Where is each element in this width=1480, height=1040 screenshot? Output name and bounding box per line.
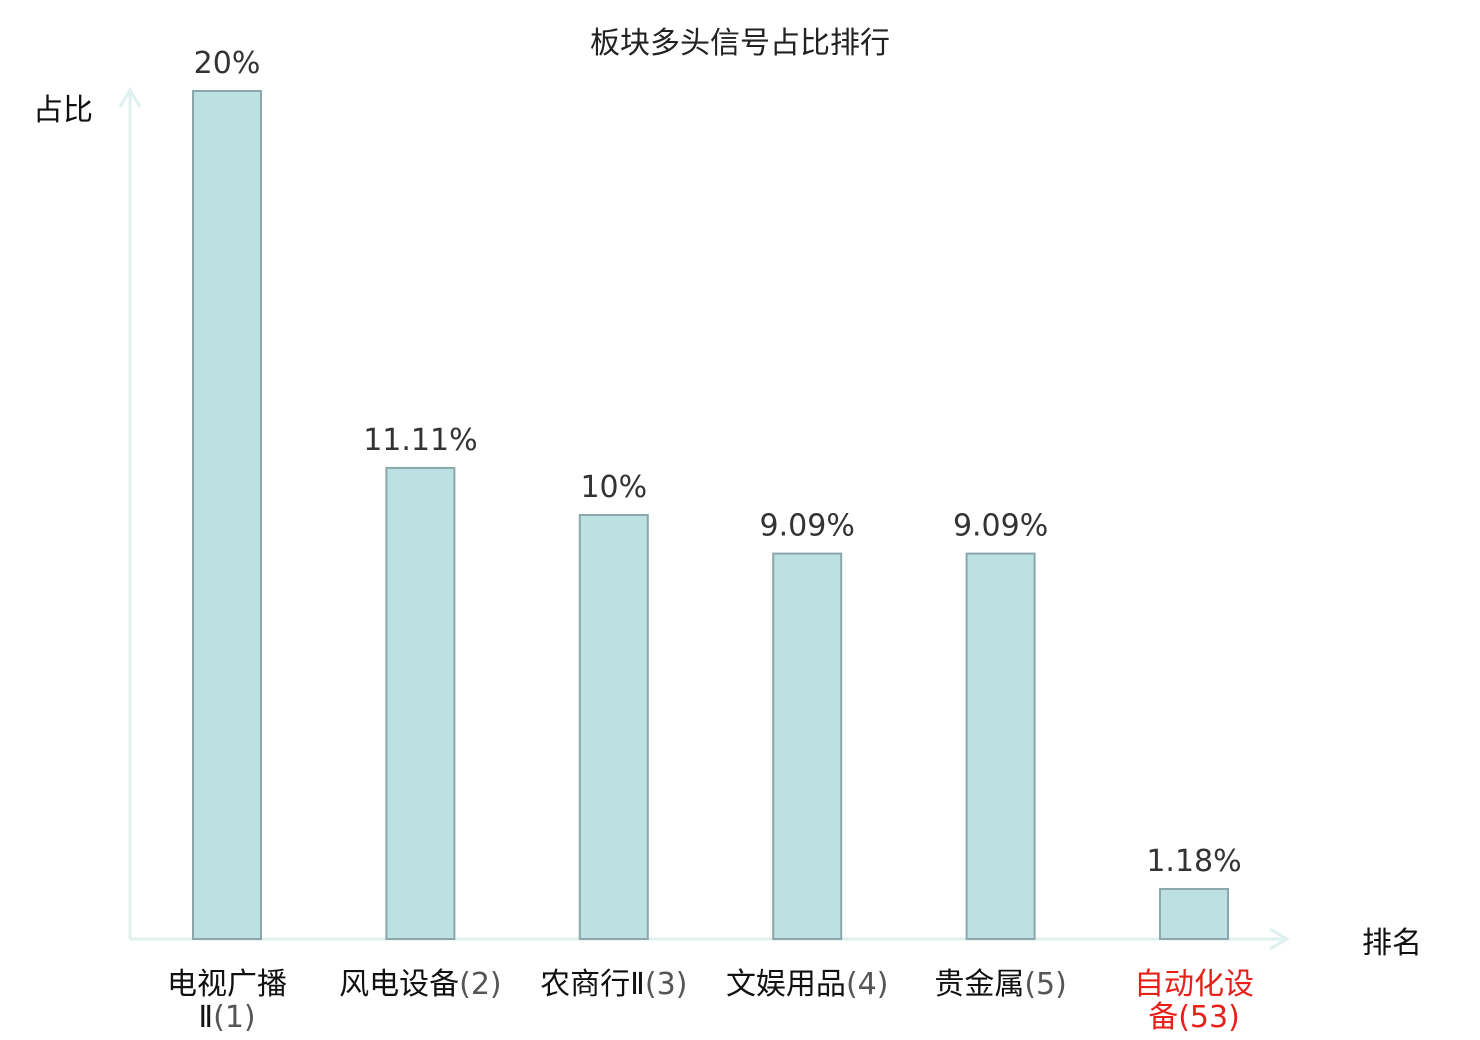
category-tick-label: 文娱用品(4)	[726, 967, 889, 1002]
y-axis-arrow	[118, 87, 142, 108]
category-rank: (1)	[213, 1000, 256, 1035]
chart-title: 板块多头信号占比排行	[590, 26, 890, 61]
bar-value-label: 20%	[194, 46, 261, 81]
x-axis-label: 排名	[1362, 926, 1422, 961]
value-labels-group: 20% 11.11% 10% 9.09% 9.09% 1.18%	[194, 46, 1242, 879]
category-rank: (5)	[1024, 967, 1067, 1002]
bar	[578, 514, 649, 940]
bar	[385, 466, 456, 940]
category-name-line: Ⅱ	[198, 1000, 213, 1035]
category-tick-label: 自动化设备(53)	[1134, 967, 1254, 1035]
category-tick-label: 贵金属(5)	[934, 967, 1067, 1002]
category-tick-label: 风电设备(2)	[339, 967, 502, 1002]
y-axis-label: 占比	[33, 93, 93, 128]
category-name-line: 备	[1148, 1000, 1178, 1035]
bar	[1159, 887, 1229, 941]
category-tick-label: 农商行Ⅱ(3)	[540, 967, 687, 1002]
category-rank: (2)	[459, 967, 502, 1002]
bar-value-label: 9.09%	[760, 509, 855, 544]
category-tick-label: 电视广播 Ⅱ(1)	[167, 967, 287, 1035]
category-name-line: 风电设备	[339, 967, 459, 1002]
category-rank: (4)	[846, 967, 889, 1002]
bar-value-label: 9.09%	[953, 509, 1048, 544]
bar-value-label: 1.18%	[1146, 844, 1241, 879]
axes	[118, 87, 1290, 951]
category-name-line: 贵金属	[934, 967, 1024, 1002]
bar	[965, 552, 1036, 940]
category-name-line: 电视广播	[167, 967, 287, 1002]
category-rank: (53)	[1178, 1000, 1240, 1035]
x-axis-arrow	[1269, 927, 1290, 951]
bar-value-label: 11.11%	[363, 423, 477, 458]
bars-group	[192, 90, 1229, 941]
category-name-line: 农商行Ⅱ	[540, 967, 645, 1002]
bar	[772, 552, 843, 940]
category-rank: (3)	[645, 967, 688, 1002]
category-labels-group: 电视广播 Ⅱ(1) 风电设备(2) 农商行Ⅱ(3) 文娱用品(4) 贵金属(5) 自动化设备…	[167, 967, 1254, 1035]
bar	[192, 90, 262, 940]
category-name-line: 自动化设	[1134, 967, 1254, 1002]
category-name-line: 文娱用品	[726, 967, 846, 1002]
bar-value-label: 10%	[580, 470, 647, 505]
